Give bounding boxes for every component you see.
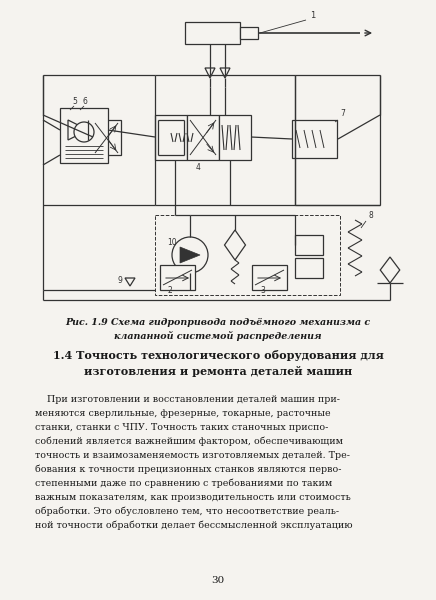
Text: станки, станки с ЧПУ. Точность таких станочных приспо-: станки, станки с ЧПУ. Точность таких ста… — [35, 423, 328, 432]
Text: обработки. Это обусловлено тем, что несоответствие реаль-: обработки. Это обусловлено тем, что несо… — [35, 507, 339, 517]
Text: 4: 4 — [196, 163, 201, 172]
Bar — [185, 22, 240, 44]
Text: важным показателям, как производительность или стоимость: важным показателям, как производительнос… — [35, 493, 351, 502]
Polygon shape — [225, 230, 245, 260]
Circle shape — [172, 237, 208, 273]
Text: 8: 8 — [368, 211, 373, 220]
Bar — [240, 27, 258, 39]
Bar — [219, 115, 251, 160]
Bar — [292, 120, 337, 158]
Text: соблений является важнейшим фактором, обеспечивающим: соблений является важнейшим фактором, об… — [35, 437, 343, 446]
Bar — [60, 108, 108, 163]
Text: При изготовлении и восстановлении деталей машин при-: При изготовлении и восстановлении детале… — [35, 395, 340, 404]
Text: 7: 7 — [340, 109, 345, 118]
Polygon shape — [125, 278, 135, 286]
Text: 10: 10 — [167, 238, 177, 247]
Bar — [155, 215, 340, 295]
Polygon shape — [220, 68, 230, 78]
Text: 9: 9 — [117, 276, 122, 285]
Text: 1: 1 — [310, 11, 315, 20]
Bar — [160, 265, 195, 290]
Bar — [252, 265, 287, 290]
Text: 1.4 Точность технологического оборудования для
изготовления и ремонта деталей ма: 1.4 Точность технологического оборудован… — [53, 350, 383, 377]
Text: 2: 2 — [167, 286, 172, 295]
Text: 30: 30 — [211, 576, 225, 585]
Text: Рис. 1.9 Схема гидропривода подъёмного механизма с
клапанной системой распределе: Рис. 1.9 Схема гидропривода подъёмного м… — [65, 318, 371, 341]
Bar — [187, 115, 219, 160]
Bar — [155, 115, 187, 160]
Text: ной точности обработки делает бессмысленной эксплуатацию: ной точности обработки делает бессмыслен… — [35, 521, 352, 530]
Bar — [295, 235, 323, 255]
Bar — [295, 258, 323, 278]
Polygon shape — [380, 257, 400, 283]
Polygon shape — [180, 247, 200, 263]
Text: точность и взаимозаменяемость изготовляемых деталей. Тре-: точность и взаимозаменяемость изготовляе… — [35, 451, 350, 460]
Bar — [93, 120, 121, 155]
Text: 6: 6 — [82, 97, 87, 106]
Text: 5: 5 — [72, 97, 77, 106]
Polygon shape — [205, 68, 215, 78]
Polygon shape — [68, 120, 88, 140]
Text: 3: 3 — [260, 286, 265, 295]
Text: меняются сверлильные, фрезерные, токарные, расточные: меняются сверлильные, фрезерные, токарны… — [35, 409, 330, 418]
Text: бования к точности прецизионных станков являются перво-: бования к точности прецизионных станков … — [35, 465, 341, 475]
Circle shape — [74, 122, 94, 142]
Text: степенными даже по сравнению с требованиями по таким: степенными даже по сравнению с требовани… — [35, 479, 332, 488]
